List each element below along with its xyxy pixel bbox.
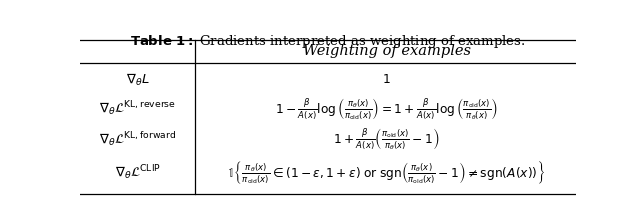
Text: Weighting of examples: Weighting of examples (303, 44, 470, 58)
Text: $\nabla_{\theta}L$: $\nabla_{\theta}L$ (125, 72, 149, 88)
Text: $\nabla_{\theta}\mathcal{L}^{\mathsf{KL,forward}}$: $\nabla_{\theta}\mathcal{L}^{\mathsf{KL,… (99, 130, 176, 148)
Text: $\mathbf{Table\ 1:}$ Gradients interpreted as weighting of examples.: $\mathbf{Table\ 1:}$ Gradients interpret… (130, 33, 526, 50)
Text: $1$: $1$ (382, 73, 391, 86)
Text: $1 + \frac{\beta}{A(x)}\left(\frac{\pi_{\mathrm{old}}(x)}{\pi_{\theta}(x)} - 1\r: $1 + \frac{\beta}{A(x)}\left(\frac{\pi_{… (333, 126, 440, 152)
Text: $\mathbb{1}\left\{\frac{\pi_{\theta}(x)}{\pi_{\mathrm{old}}(x)} \in (1-\epsilon,: $\mathbb{1}\left\{\frac{\pi_{\theta}(x)}… (227, 160, 546, 186)
Text: $\nabla_{\theta}\mathcal{L}^{\mathsf{KL,reverse}}$: $\nabla_{\theta}\mathcal{L}^{\mathsf{KL,… (99, 99, 176, 118)
Text: $1 - \frac{\beta}{A(x)}\log\left(\frac{\pi_{\theta}(x)}{\pi_{\mathrm{old}}(x)}\r: $1 - \frac{\beta}{A(x)}\log\left(\frac{\… (275, 95, 498, 122)
Text: $\nabla_{\theta}\mathcal{L}^{\mathsf{CLIP}}$: $\nabla_{\theta}\mathcal{L}^{\mathsf{CLI… (115, 164, 161, 182)
